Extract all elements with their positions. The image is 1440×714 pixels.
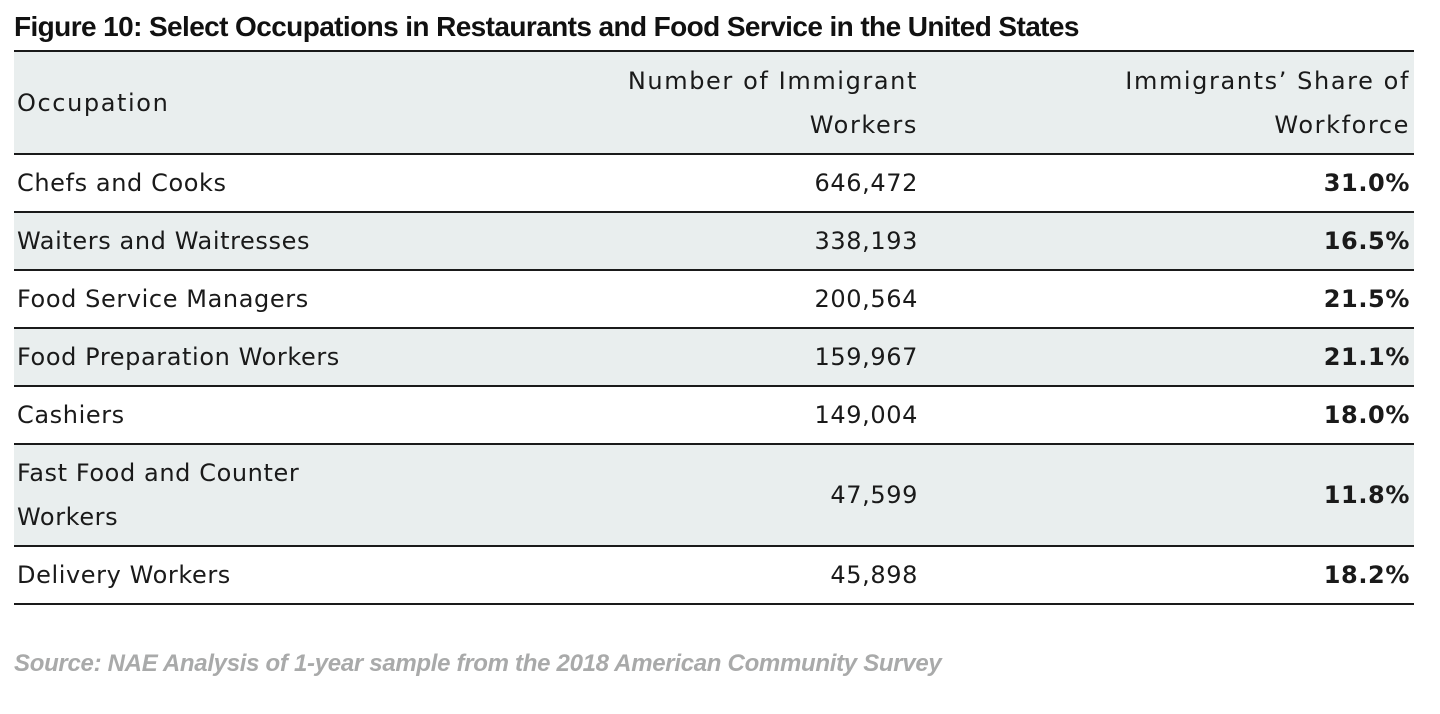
immigrant-workers-cell: 47,599 — [830, 481, 918, 509]
occupation-cell: Food Preparation Workers — [17, 343, 340, 371]
occupation-cell: Fast Food and Counter Workers — [14, 444, 534, 546]
occupation-cell: Cashiers — [17, 401, 125, 429]
source-note: Source: NAE Analysis of 1-year sample fr… — [14, 650, 942, 677]
immigrant-workers-cell: 159,967 — [814, 343, 918, 371]
immigrant-workers-cell: 646,472 — [814, 169, 918, 197]
occupations-table: Occupation Number of Immigrant Workers I… — [14, 52, 1414, 605]
occupation-cell: Waiters and Waitresses — [17, 227, 311, 255]
immigrant-workers-cell: 338,193 — [814, 227, 918, 255]
occupation-line2: Workers — [17, 503, 119, 531]
table-header-row: Occupation Number of Immigrant Workers I… — [14, 52, 1414, 154]
occupation-cell: Delivery Workers — [17, 561, 231, 589]
immigrant-share-cell: 11.8% — [1323, 481, 1410, 509]
immigrant-workers-cell: 149,004 — [814, 401, 918, 429]
occupation-cell: Food Service Managers — [17, 285, 309, 313]
column-header-number-line1: Number of Immigrant — [627, 66, 918, 95]
column-header-immigrants-share: Immigrants’ Share of Workforce — [918, 52, 1414, 154]
table-row: Food Preparation Workers 159,967 21.1% — [14, 328, 1414, 386]
immigrant-workers-cell: 200,564 — [814, 285, 918, 313]
immigrant-share-cell: 16.5% — [1323, 227, 1410, 255]
table-row: Food Service Managers 200,564 21.5% — [14, 270, 1414, 328]
table-row: Fast Food and Counter Workers 47,599 11.… — [14, 444, 1414, 546]
table-row: Delivery Workers 45,898 18.2% — [14, 546, 1414, 604]
immigrant-share-cell: 18.2% — [1323, 561, 1410, 589]
table-row: Waiters and Waitresses 338,193 16.5% — [14, 212, 1414, 270]
immigrant-share-cell: 21.5% — [1323, 285, 1410, 313]
immigrant-workers-cell: 45,898 — [830, 561, 918, 589]
immigrant-share-cell: 18.0% — [1323, 401, 1410, 429]
immigrant-share-cell: 21.1% — [1323, 343, 1410, 371]
immigrant-share-cell: 31.0% — [1323, 169, 1410, 197]
column-header-share-line1: Immigrants’ Share of — [1125, 66, 1410, 95]
column-header-share-line2: Workforce — [1274, 110, 1410, 139]
occupation-line1: Fast Food and Counter — [17, 459, 300, 487]
table-row: Cashiers 149,004 18.0% — [14, 386, 1414, 444]
column-header-number-of-immigrant-workers: Number of Immigrant Workers — [534, 52, 918, 154]
column-header-occupation: Occupation — [17, 88, 170, 117]
figure-title: Figure 10: Select Occupations in Restaur… — [14, 0, 1414, 52]
column-header-number-line2: Workers — [809, 110, 918, 139]
figure: Figure 10: Select Occupations in Restaur… — [14, 0, 1414, 605]
table-row: Chefs and Cooks 646,472 31.0% — [14, 154, 1414, 212]
occupation-cell: Chefs and Cooks — [17, 169, 227, 197]
